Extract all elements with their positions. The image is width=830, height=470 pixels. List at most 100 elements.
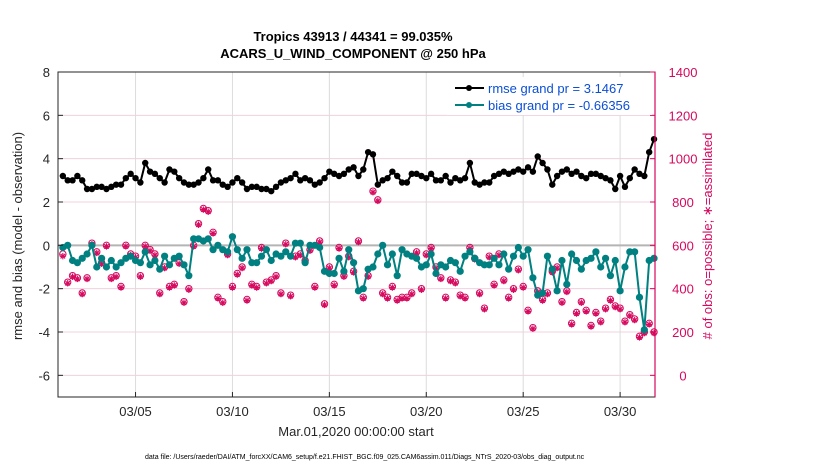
bias-point: [650, 254, 658, 262]
left-axis-ticks: -6 -4 -2 0 2 4 6 8: [38, 65, 63, 383]
bias-point: [461, 252, 469, 260]
chart-title: Tropics 43913 / 44341 = 99.035%: [253, 29, 453, 44]
rmse-point: [127, 170, 134, 178]
bias-point: [597, 263, 605, 271]
obs-assimilated-point: [195, 221, 202, 228]
rmse-point: [645, 148, 653, 156]
rmse-point: [272, 183, 280, 191]
asterisk-stroke: [355, 239, 362, 245]
asterisk-stroke: [123, 243, 129, 250]
bias-point: [228, 233, 237, 241]
rmse-point: [490, 172, 498, 180]
rmse-point: [224, 183, 231, 191]
bias-point: [548, 265, 556, 273]
obs-assimilated-point: [268, 277, 275, 285]
rmse-point: [544, 166, 551, 173]
obs-assimilated-point: [578, 299, 585, 306]
rmse-point: [248, 183, 256, 191]
rmse-point: [597, 172, 604, 180]
obs-assimilated-point: [650, 329, 658, 337]
asterisk-stroke: [94, 250, 100, 256]
asterisk-stroke: [564, 289, 570, 295]
bias-point: [286, 252, 295, 260]
rmse-point: [185, 181, 193, 188]
bias-point: [262, 246, 270, 254]
asterisk-stroke: [278, 291, 284, 297]
obs-assimilated-point: [185, 286, 193, 293]
asterisk-stroke: [583, 308, 589, 315]
bias-point: [398, 246, 406, 254]
bias-point: [505, 265, 513, 273]
bias-point: [93, 263, 101, 271]
bias-point: [621, 263, 629, 271]
rmse-point: [524, 164, 532, 171]
rmse-point: [311, 181, 319, 188]
obs-assimilated-point: [563, 288, 571, 296]
bias-point: [422, 261, 430, 269]
asterisk-stroke: [254, 284, 260, 291]
rmse-point: [549, 181, 556, 188]
asterisk-stroke: [399, 295, 405, 302]
bias-point: [345, 246, 353, 254]
asterisk-stroke: [268, 278, 274, 284]
bias-point: [243, 246, 251, 254]
x-axis-label: Mar.01,2020 00:00:00 start: [278, 424, 434, 439]
obs-assimilated-point: [461, 295, 469, 302]
asterisk-stroke: [157, 291, 163, 297]
asterisk-stroke: [200, 206, 207, 213]
rmse-point: [486, 179, 493, 186]
bias-point: [214, 241, 222, 249]
asterisk-stroke: [166, 284, 173, 291]
asterisk-stroke: [380, 291, 386, 297]
bias-point: [359, 285, 367, 293]
x-tick-label: 03/15: [313, 404, 346, 419]
bias-point: [456, 267, 464, 275]
rmse-point: [180, 179, 188, 186]
rmse-point: [505, 170, 512, 178]
bias-point: [127, 252, 135, 260]
bias-point: [563, 280, 571, 288]
bias-point: [558, 256, 566, 265]
asterisk-stroke: [258, 245, 265, 252]
obs-assimilated-point: [529, 325, 537, 332]
asterisk-stroke: [462, 295, 468, 302]
rmse-point: [301, 174, 309, 182]
obs-assimilated-point: [248, 282, 256, 289]
left-tick-label: 8: [43, 65, 50, 80]
asterisk-stroke: [317, 239, 323, 245]
rmse-point: [219, 181, 226, 188]
rmse-point: [582, 174, 590, 182]
obs-assimilated-point: [519, 284, 527, 291]
obs-assimilated-point: [335, 245, 343, 252]
asterisk-stroke: [229, 284, 236, 291]
rmse-point: [355, 172, 362, 180]
rmse-point: [166, 166, 173, 173]
obs-assimilated-point: [287, 293, 294, 300]
asterisk-stroke: [220, 300, 226, 306]
asterisk-stroke: [520, 284, 526, 291]
rmse-point: [190, 181, 197, 188]
obs-assimilated-point: [112, 273, 120, 280]
rmse-point: [306, 177, 314, 184]
x-tick-label: 03/20: [410, 404, 443, 419]
asterisk-stroke: [341, 274, 347, 280]
asterisk-stroke: [428, 245, 434, 252]
x-axis-ticks: 03/05 03/10 03/15 03/20 03/25 03/30: [119, 392, 636, 419]
obs-assimilated-point: [384, 295, 391, 302]
asterisk-stroke: [79, 291, 85, 297]
bias-point: [412, 254, 421, 262]
bias-point: [335, 254, 343, 262]
bias-point: [471, 254, 479, 262]
rmse-point: [481, 179, 488, 186]
rmse-point: [98, 183, 105, 191]
obs-assimilated-point: [524, 308, 532, 315]
rmse-point: [607, 177, 614, 184]
bias-point: [519, 252, 527, 260]
right-tick-label: 1200: [669, 108, 698, 123]
rmse-point: [432, 177, 440, 184]
bias-point: [442, 263, 450, 271]
asterisk-stroke: [287, 293, 294, 299]
asterisk-stroke: [171, 282, 177, 289]
legend: rmse grand pr = 3.1467 bias grand pr = -…: [447, 77, 652, 115]
bias-point: [631, 248, 639, 256]
